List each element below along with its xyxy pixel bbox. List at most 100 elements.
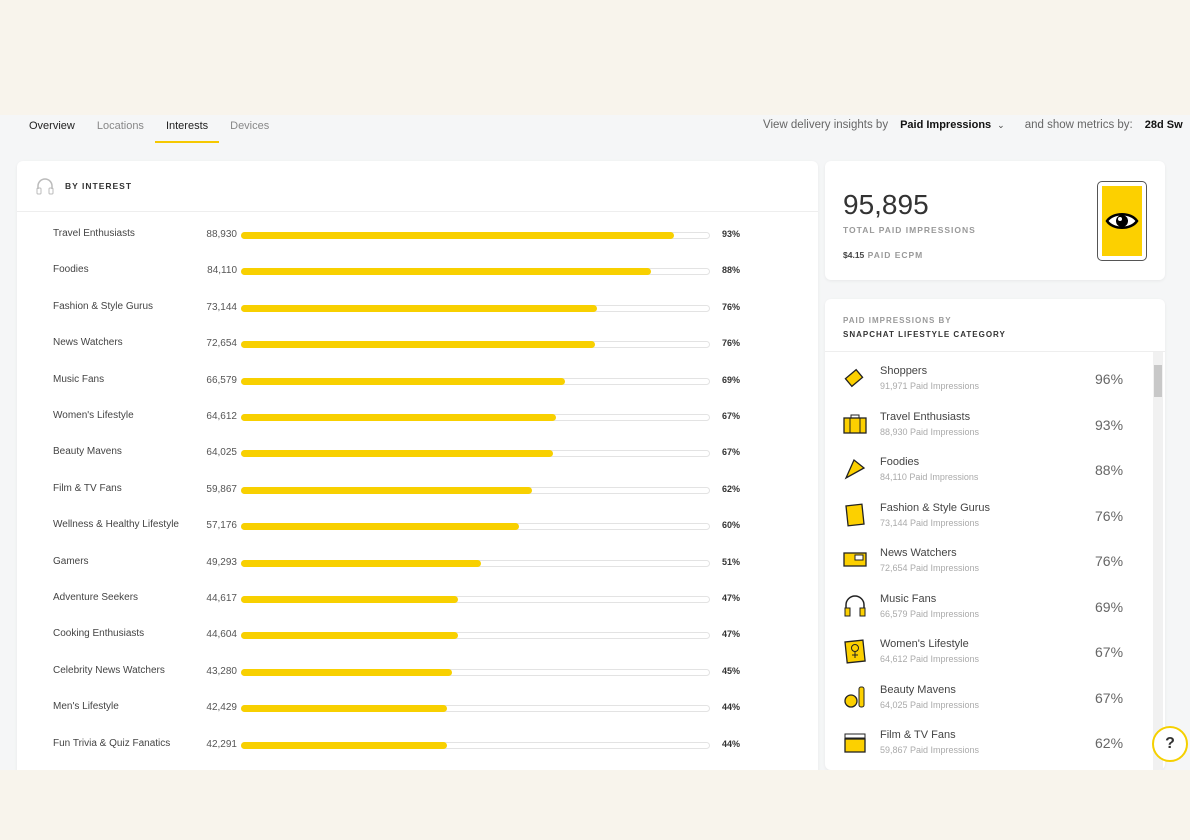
clapperboard-icon [844,733,866,753]
interest-value: 66,579 [206,374,237,386]
category-name: Film & TV Fans [880,729,956,741]
category-name: Beauty Mavens [880,683,956,696]
interest-row: Beauty Mavens 64,025 67% [17,443,818,463]
interest-percent: 62% [722,483,741,494]
interest-value: 42,429 [206,702,237,714]
category-impressions: 64,025 Paid Impressions [880,699,980,710]
interest-value: 42,291 [206,738,237,750]
bar-track [241,232,710,239]
interest-value: 64,612 [206,411,237,422]
category-row: Film & TV Fans 59,867 Paid Impressions 62% [825,721,1150,766]
by-interest-card: BY INTEREST Travel Enthusiasts 88,930 93% F… [17,161,818,770]
tab-interests[interactable]: Interests [154,115,220,143]
interest-percent: 44% [722,738,741,749]
interest-name: Men's Lifestyle [53,701,119,713]
interest-row: Foodies 84,110 88% [17,261,818,281]
category-name: Music Fans [880,592,937,605]
bar-fill [241,377,566,385]
price-tag-icon [844,368,864,388]
news-tv-icon [843,552,867,567]
interest-name: Film & TV Fans [53,482,122,494]
total-impressions-card: 95,895 TOTAL PAID IMPRESSIONS $4.15 PAID… [825,161,1165,280]
category-name: News Watchers [880,547,957,559]
interest-name: Travel Enthusiasts [53,228,135,239]
interest-value: 84,110 [207,265,237,277]
magazine-icon [845,503,865,526]
bar-fill [241,450,553,458]
category-name: Foodies [880,456,920,468]
interest-name: Adventure Seekers [53,592,139,603]
bar-track [241,705,710,713]
tab-locations[interactable]: Locations [96,120,144,132]
interest-percent: 93% [722,229,741,239]
interest-name: Celebrity News Watchers [53,664,165,676]
category-row: Travel Enthusiasts 88,930 Paid Impression… [825,403,1150,448]
tab-overview[interactable]: Overview [29,120,75,132]
metric-dropdown[interactable]: Paid Impressions [900,119,992,131]
category-percent: 67% [1095,644,1124,660]
category-impressions: 88,930 Paid Impressions [880,426,980,437]
category-percent: 76% [1095,553,1124,569]
interest-percent: 60% [722,520,741,531]
interest-value: 73,144 [206,301,237,313]
interest-name: Women's Lifestyle [53,410,134,421]
interest-value: 57,176 [206,520,237,532]
bar-fill [241,559,482,567]
interest-name: Fashion & Style Gurus [53,300,154,312]
category-name: Travel Enthusiasts [880,410,971,423]
interest-name: Music Fans [53,373,105,385]
interest-row: Film & TV Fans 59,867 62% [17,480,818,500]
category-percent: 88% [1095,462,1124,478]
interest-row: Fashion & Style Gurus 73,144 76% [17,298,818,318]
chevron-down-icon[interactable]: ⌄ [997,120,1005,130]
suitcase-icon [843,414,867,434]
lifestyle-category-card: PAID IMPRESSIONS BY SNAPCHAT LIFESTYLE C… [825,299,1165,770]
total-value: 95,895 [843,189,929,220]
interest-percent: 67% [722,411,741,421]
bar-track [241,450,710,458]
interest-row: Fun Trivia & Quiz Fanatics 42,291 44% [17,735,818,755]
bar-track [241,341,710,349]
bar-fill [241,632,459,640]
scrollbar-thumb[interactable] [1154,365,1162,397]
category-impressions: 84,110 Paid Impressions [880,472,979,482]
scrollbar[interactable] [1153,352,1163,770]
interest-row: Gamers 49,293 51% [17,553,818,573]
tab-bar: Overview Locations Interests Devices [18,115,280,143]
interest-name: Foodies [53,264,89,276]
bar-fill [241,232,674,239]
category-row: Music Fans 66,579 Paid Impressions 69% [825,585,1150,630]
category-impressions: 72,654 Paid Impressions [880,563,980,573]
category-row: Women's Lifestyle 64,612 Paid Impressions… [825,630,1150,675]
interest-value: 43,280 [206,665,237,677]
category-title: PAID IMPRESSIONS BY [843,316,952,325]
help-button[interactable]: ? [1152,726,1188,762]
interest-name: Fun Trivia & Quiz Fanatics [53,737,171,749]
bar-track [241,559,710,567]
category-impressions: 91,971 Paid Impressions [880,381,980,391]
category-row: Shoppers 91,971 Paid Impressions 96% [825,357,1150,402]
interest-row: Adventure Seekers 44,617 47% [17,589,818,609]
tab-devices[interactable]: Devices [230,120,270,132]
interest-value: 72,654 [206,338,237,350]
interest-percent: 47% [722,593,741,603]
interest-value: 49,293 [206,556,237,568]
category-row: News Watchers 72,654 Paid Impressions 76% [825,539,1150,584]
headphones-icon [844,594,866,616]
pizza-icon [844,458,866,480]
bar-track [241,596,710,603]
bar-track [241,523,710,531]
bar-track [241,668,710,676]
interest-percent: 69% [722,374,741,385]
bar-fill [241,668,452,676]
interest-row: Celebrity News Watchers 43,280 45% [17,662,818,682]
controls-prefix: View delivery insights by [763,119,889,131]
controls-middle: and show metrics by: [1024,119,1133,131]
interest-percent: 47% [722,629,741,640]
attribution-window-dropdown[interactable]: 28d Sw [1144,119,1183,131]
category-name: Shoppers [880,365,928,377]
interest-percent: 76% [722,301,741,312]
insights-app: Overview Locations Interests Devices Vie… [0,115,1190,770]
interest-name: Wellness & Healthy Lifestyle [53,519,179,531]
bar-fill [241,741,447,749]
